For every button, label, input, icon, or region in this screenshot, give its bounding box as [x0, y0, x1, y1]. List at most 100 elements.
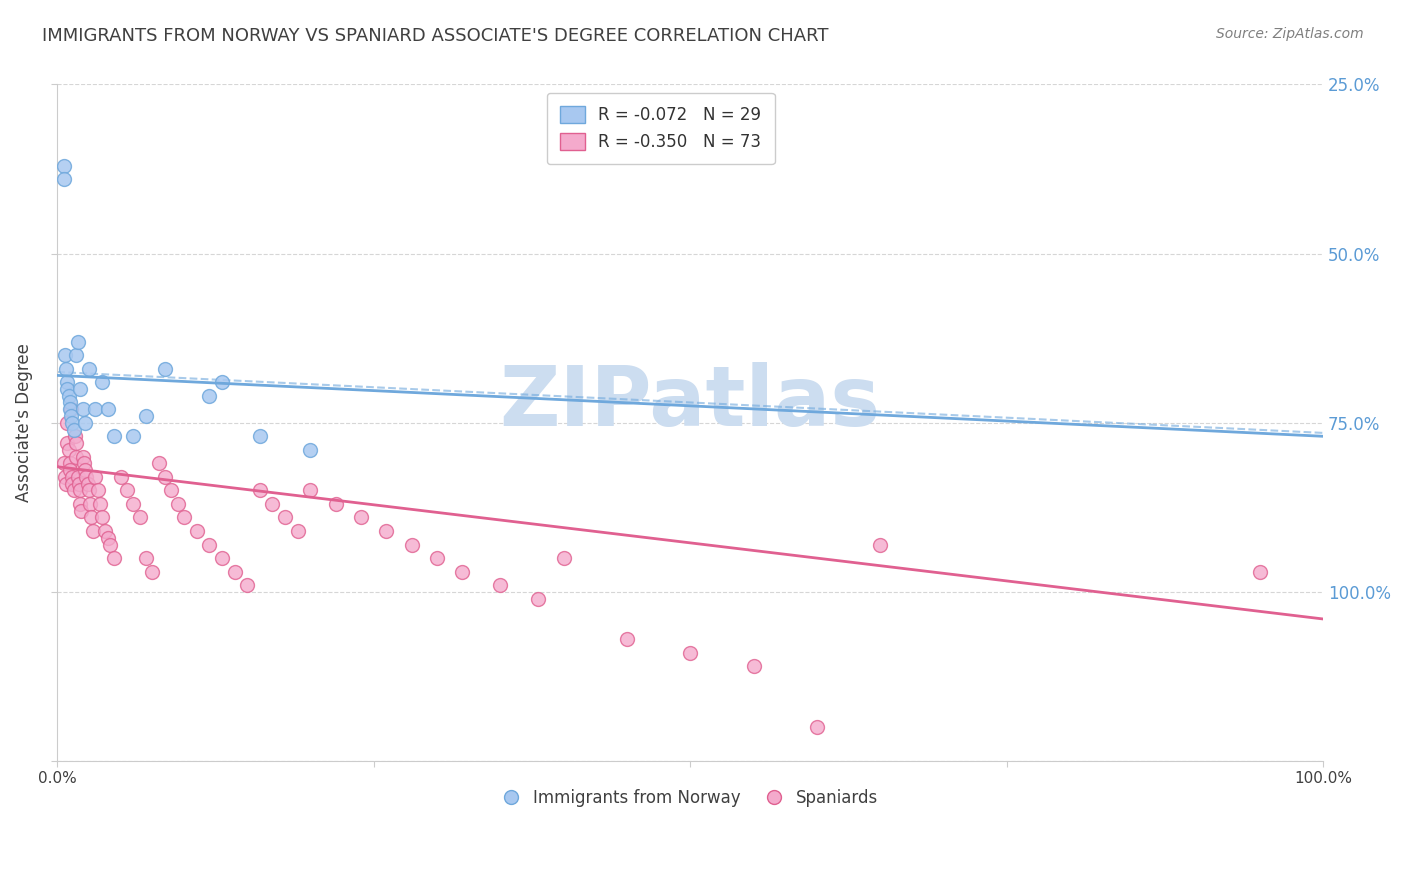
Point: [173, 510, 195, 524]
Point: [79, 497, 101, 511]
Point: [211, 375, 233, 389]
Point: [59, 402, 82, 417]
Point: [62, 476, 84, 491]
Point: [274, 510, 297, 524]
Point: [97, 402, 120, 417]
Point: [160, 483, 183, 498]
Point: [679, 646, 702, 660]
Point: [69, 483, 91, 498]
Y-axis label: Associate's Degree: Associate's Degree: [15, 343, 32, 502]
Point: [62, 416, 84, 430]
Point: [148, 456, 170, 470]
Point: [350, 510, 373, 524]
Point: [52, 172, 75, 186]
Point: [63, 429, 86, 443]
Point: [186, 524, 208, 538]
Text: Source: ZipAtlas.com: Source: ZipAtlas.com: [1216, 27, 1364, 41]
Point: [77, 361, 100, 376]
Point: [103, 551, 125, 566]
Point: [77, 483, 100, 498]
Point: [52, 456, 75, 470]
Text: IMMIGRANTS FROM NORWAY VS SPANIARD ASSOCIATE'S DEGREE CORRELATION CHART: IMMIGRANTS FROM NORWAY VS SPANIARD ASSOC…: [42, 27, 828, 45]
Point: [70, 504, 93, 518]
Point: [56, 416, 79, 430]
Point: [56, 382, 79, 396]
Point: [90, 375, 112, 389]
Point: [153, 361, 176, 376]
Point: [82, 524, 104, 538]
Point: [153, 470, 176, 484]
Point: [100, 537, 122, 551]
Point: [52, 159, 75, 173]
Point: [53, 470, 76, 484]
Point: [103, 429, 125, 443]
Point: [75, 470, 97, 484]
Point: [80, 510, 103, 524]
Point: [62, 423, 84, 437]
Point: [224, 565, 246, 579]
Point: [75, 416, 97, 430]
Point: [69, 382, 91, 396]
Point: [90, 510, 112, 524]
Point: [73, 456, 96, 470]
Point: [135, 551, 157, 566]
Point: [55, 361, 77, 376]
Point: [806, 720, 828, 734]
Point: [55, 476, 77, 491]
Point: [59, 456, 82, 470]
Point: [59, 463, 82, 477]
Point: [59, 395, 82, 409]
Point: [325, 497, 347, 511]
Point: [249, 483, 271, 498]
Point: [66, 334, 89, 349]
Point: [489, 578, 512, 592]
Point: [66, 470, 89, 484]
Point: [110, 470, 132, 484]
Point: [56, 436, 79, 450]
Point: [58, 389, 80, 403]
Point: [65, 450, 87, 464]
Point: [58, 442, 80, 457]
Point: [287, 524, 309, 538]
Point: [122, 429, 145, 443]
Point: [76, 476, 98, 491]
Point: [67, 476, 90, 491]
Point: [426, 551, 449, 566]
Point: [742, 659, 765, 673]
Point: [97, 531, 120, 545]
Point: [53, 348, 76, 362]
Point: [75, 463, 97, 477]
Point: [141, 565, 163, 579]
Point: [65, 436, 87, 450]
Point: [69, 497, 91, 511]
Point: [869, 537, 891, 551]
Point: [299, 483, 322, 498]
Point: [527, 591, 550, 606]
Point: [249, 429, 271, 443]
Point: [122, 497, 145, 511]
Point: [84, 402, 107, 417]
Point: [62, 483, 84, 498]
Point: [451, 565, 474, 579]
Point: [236, 578, 259, 592]
Point: [198, 537, 221, 551]
Point: [72, 450, 94, 464]
Point: [198, 389, 221, 403]
Point: [60, 409, 83, 423]
Point: [60, 402, 83, 417]
Point: [84, 470, 107, 484]
Point: [299, 442, 322, 457]
Point: [375, 524, 398, 538]
Legend: Immigrants from Norway, Spaniards: Immigrants from Norway, Spaniards: [496, 782, 884, 814]
Point: [72, 402, 94, 417]
Point: [115, 483, 138, 498]
Point: [211, 551, 233, 566]
Point: [128, 510, 150, 524]
Point: [135, 409, 157, 423]
Point: [262, 497, 284, 511]
Point: [87, 483, 110, 498]
Point: [166, 497, 188, 511]
Point: [616, 632, 638, 647]
Point: [62, 470, 84, 484]
Point: [401, 537, 423, 551]
